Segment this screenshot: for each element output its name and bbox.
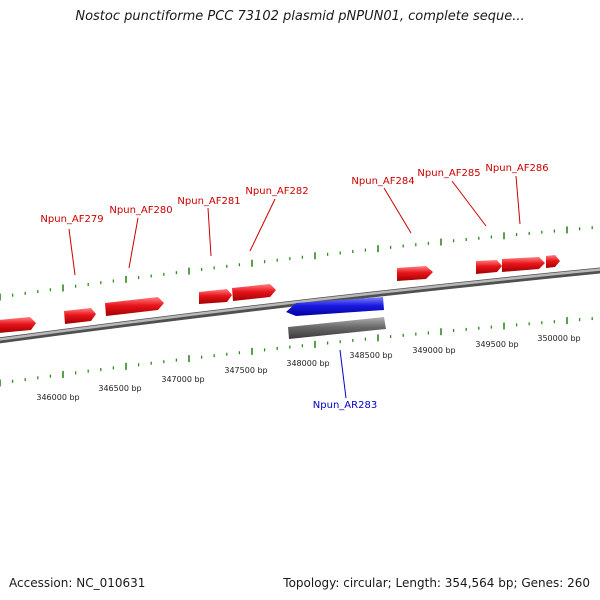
gene-arrow-af280[interactable] xyxy=(105,297,164,316)
gene-arrow-af284[interactable] xyxy=(397,266,433,281)
gene-arrow-af282[interactable] xyxy=(232,284,276,301)
gene-label-af281[interactable]: Npun_AF281 xyxy=(177,196,240,207)
scale-label: 348500 bp xyxy=(349,351,392,360)
scale-label: 347000 bp xyxy=(161,375,204,384)
scale-label: 350000 bp xyxy=(537,334,580,343)
pseudo-gene-bar[interactable] xyxy=(288,317,386,339)
accession-text: Accession: NC_010631 xyxy=(9,576,146,590)
gene-label-af280[interactable]: Npun_AF280 xyxy=(109,205,172,216)
scale-label: 349000 bp xyxy=(412,346,455,355)
gene-labels: Npun_AF279 Npun_AF280 Npun_AF281 Npun_AF… xyxy=(40,163,548,411)
forward-scale-ticks xyxy=(0,226,593,301)
scale-labels: 346000 bp 346500 bp 347000 bp 347500 bp … xyxy=(36,334,580,402)
gene-arrow-af279[interactable] xyxy=(64,308,96,324)
reverse-scale-ticks xyxy=(0,317,593,387)
gene-arrow-af281[interactable] xyxy=(199,289,232,304)
gene-arrow[interactable] xyxy=(0,317,36,333)
gene-arrow-af285[interactable] xyxy=(476,260,502,274)
gene-label-af286[interactable]: Npun_AF286 xyxy=(485,163,548,174)
gene-label-af285[interactable]: Npun_AF285 xyxy=(417,168,480,179)
forward-genes xyxy=(0,255,560,333)
plasmid-backbone-highlight xyxy=(0,268,600,341)
label-leaders xyxy=(68,175,521,399)
map-title: Nostoc punctiforme PCC 73102 plasmid pNP… xyxy=(75,9,525,24)
scale-label: 346500 bp xyxy=(98,384,141,393)
topology-summary: Topology: circular; Length: 354,564 bp; … xyxy=(283,576,590,590)
scale-label: 348000 bp xyxy=(286,359,329,368)
gene-label-ar283[interactable]: Npun_AR283 xyxy=(313,400,377,411)
gene-label-af282[interactable]: Npun_AF282 xyxy=(245,186,308,197)
scale-label: 349500 bp xyxy=(475,340,518,349)
gene-arrow-af286b[interactable] xyxy=(546,255,560,268)
gene-label-af284[interactable]: Npun_AF284 xyxy=(351,176,414,187)
gene-label-af279[interactable]: Npun_AF279 xyxy=(40,214,103,225)
gene-arrow-af286a[interactable] xyxy=(502,257,545,272)
scale-label: 347500 bp xyxy=(224,366,267,375)
scale-label: 346000 bp xyxy=(36,393,79,402)
gene-arrow-ar283[interactable] xyxy=(286,297,384,316)
